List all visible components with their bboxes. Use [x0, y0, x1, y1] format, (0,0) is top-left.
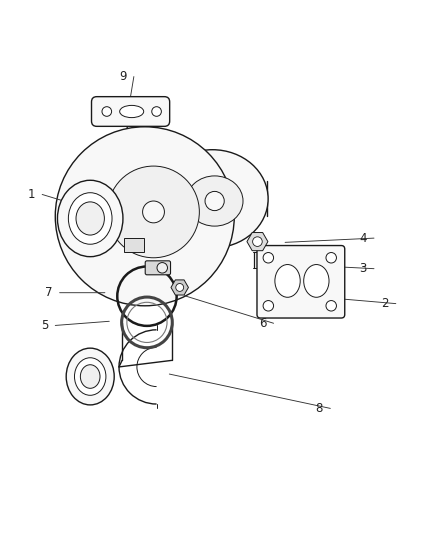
Text: 4: 4: [359, 232, 367, 245]
Circle shape: [55, 127, 234, 306]
Text: 2: 2: [381, 297, 389, 310]
Circle shape: [326, 253, 336, 263]
FancyBboxPatch shape: [257, 246, 345, 318]
Ellipse shape: [157, 150, 268, 248]
Text: 1: 1: [28, 188, 35, 201]
Ellipse shape: [120, 106, 144, 118]
Circle shape: [263, 253, 274, 263]
Circle shape: [102, 107, 112, 116]
Text: 8: 8: [316, 402, 323, 415]
Ellipse shape: [76, 202, 104, 235]
FancyBboxPatch shape: [92, 96, 170, 126]
Text: 5: 5: [41, 319, 48, 332]
Circle shape: [143, 201, 164, 223]
FancyBboxPatch shape: [145, 261, 170, 275]
FancyBboxPatch shape: [124, 238, 145, 252]
Ellipse shape: [68, 193, 112, 244]
Circle shape: [152, 107, 161, 116]
Ellipse shape: [304, 264, 329, 297]
Circle shape: [205, 191, 224, 211]
Ellipse shape: [66, 348, 114, 405]
Text: 6: 6: [259, 317, 266, 330]
Ellipse shape: [186, 176, 243, 226]
Text: 7: 7: [45, 286, 53, 299]
Ellipse shape: [74, 358, 106, 395]
Ellipse shape: [81, 365, 100, 389]
FancyBboxPatch shape: [147, 173, 217, 243]
Text: 9: 9: [119, 70, 127, 83]
Text: 3: 3: [360, 262, 367, 275]
Circle shape: [253, 237, 262, 246]
Ellipse shape: [57, 180, 123, 257]
Circle shape: [157, 263, 167, 273]
Circle shape: [326, 301, 336, 311]
Circle shape: [263, 301, 274, 311]
Circle shape: [176, 284, 184, 292]
Circle shape: [108, 166, 199, 258]
Ellipse shape: [275, 264, 300, 297]
